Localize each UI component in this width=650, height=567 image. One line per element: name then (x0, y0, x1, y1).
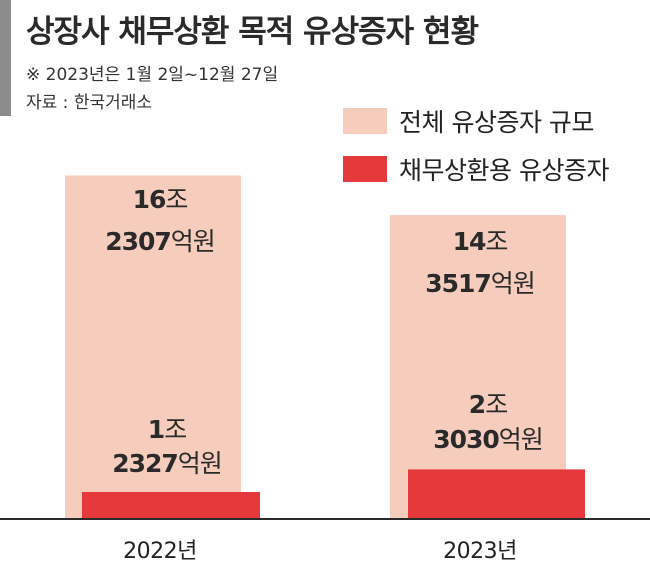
x-tick-label-1: 2022년 (123, 539, 197, 564)
source-note: 자료 : 한국거래소 (26, 93, 153, 113)
bar-debt-2 (408, 469, 585, 518)
data-label-debt-1-line-2: 2327억원 (112, 449, 222, 478)
data-label-total-1-line-2: 2307억원 (105, 227, 215, 256)
x-tick-label-2: 2023년 (443, 539, 517, 564)
data-label-debt-1-line-1: 1조 (148, 415, 186, 444)
bar-total-2 (390, 215, 566, 518)
data-label-total-1-line-1: 16조 (133, 185, 188, 214)
data-label-total-2-line-2: 3517억원 (425, 269, 535, 298)
title-accent-bar (0, 0, 11, 116)
data-label-debt-2-line-1: 2조 (469, 390, 507, 419)
legend-swatch-debt (343, 156, 387, 182)
legend-swatch-total (343, 108, 387, 134)
bar-total-1 (65, 175, 241, 518)
legend: 전체 유상증자 규모 채무상환용 유상증자 (343, 104, 609, 200)
legend-item-total: 전체 유상증자 규모 (343, 104, 609, 138)
data-label-total-2-line-1: 14조 (453, 227, 508, 256)
bar-debt-1 (82, 491, 260, 518)
legend-label-total: 전체 유상증자 규모 (399, 108, 594, 137)
legend-label-debt: 채무상환용 유상증자 (399, 156, 609, 185)
legend-item-debt: 채무상환용 유상증자 (343, 152, 609, 186)
chart-title: 상장사 채무상환 목적 유상증자 현황 (26, 14, 479, 50)
data-label-debt-2-line-2: 3030억원 (433, 425, 543, 454)
date-range-note: ※ 2023년은 1월 2일~12월 27일 (26, 65, 279, 85)
